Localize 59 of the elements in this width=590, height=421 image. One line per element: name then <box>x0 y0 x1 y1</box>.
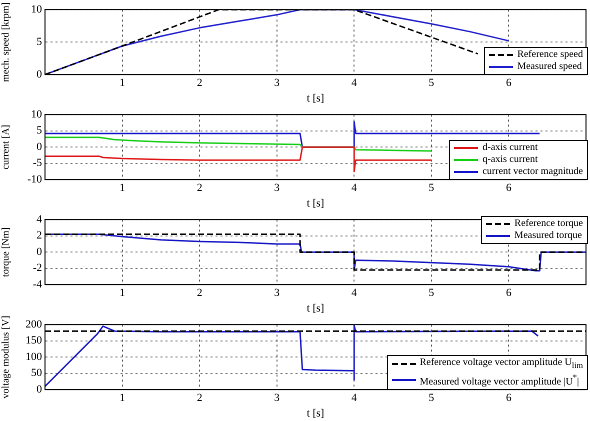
x-tick-label: 4 <box>351 392 358 404</box>
x-tick-label: 4 <box>351 77 358 90</box>
y-axis-title: mech. speed [krpm] <box>0 2 12 82</box>
y-tick-label: 200 <box>26 318 42 330</box>
x-tick-label: 6 <box>506 182 512 194</box>
legend-label: q-axis current <box>482 154 538 166</box>
x-tick-label: 2 <box>196 287 202 300</box>
legend-label: Reference torque <box>514 218 583 230</box>
x-axis-title: t [s] <box>306 302 324 314</box>
x-tick-label: 2 <box>196 182 202 194</box>
y-tick-label: 50 <box>31 367 42 380</box>
legend-label: Reference voltage vector amplitude U$_{lim}$ <box>420 356 583 372</box>
x-tick-label: 5 <box>428 77 435 90</box>
x-tick-label: 6 <box>506 392 512 404</box>
x-tick-label: 3 <box>274 392 280 404</box>
y-tick-label: -2 <box>32 262 42 274</box>
x-tick-label: 4 <box>351 287 358 300</box>
x-axis-title: t [s] <box>306 197 324 210</box>
y-tick-label: 0 <box>36 140 42 153</box>
y-tick-label: 100 <box>26 350 42 363</box>
y-tick-label: 0 <box>36 383 42 396</box>
x-tick-label: 5 <box>428 287 435 300</box>
legend-label: Reference speed <box>517 49 583 61</box>
y-tick-label: 0 <box>36 68 42 80</box>
x-tick-label: 4 <box>351 182 358 194</box>
x-tick-label: 3 <box>274 77 280 90</box>
y-tick-label: 5 <box>36 124 42 137</box>
x-axis-title: t [s] <box>306 407 324 420</box>
y-tick-label: -10 <box>27 173 42 186</box>
legend-label: current vector magnitude <box>482 166 583 178</box>
x-tick-label: 2 <box>196 392 202 404</box>
x-tick-label: 5 <box>428 392 435 404</box>
x-tick-label: 3 <box>274 287 280 300</box>
y-tick-label: 10 <box>31 3 42 16</box>
x-tick-label: 2 <box>196 77 202 90</box>
x-tick-label: 3 <box>274 182 280 194</box>
y-tick-label: -5 <box>32 157 42 170</box>
y-tick-label: 10 <box>31 108 42 120</box>
y-tick-label: 2 <box>36 230 42 242</box>
legend-label: Measured speed <box>517 61 582 73</box>
x-tick-label: 5 <box>428 182 435 194</box>
x-tick-label: 6 <box>506 77 512 90</box>
x-tick-label: 1 <box>120 182 126 194</box>
y-tick-label: 4 <box>36 213 42 226</box>
legend-label: d-axis current <box>482 142 538 154</box>
y-tick-label: 150 <box>26 334 42 347</box>
x-axis-title: t [s] <box>306 92 324 104</box>
x-tick-label: 6 <box>506 287 512 300</box>
y-axis-title: torque [Nm] <box>0 227 12 277</box>
x-tick-label: 1 <box>120 77 126 90</box>
x-tick-label: 1 <box>120 287 126 300</box>
y-axis-title: voltage modulus [V] <box>0 316 12 398</box>
y-tick-label: -4 <box>32 278 42 290</box>
y-tick-label: 5 <box>36 36 42 48</box>
x-tick-label: 1 <box>120 392 126 404</box>
y-axis-title: current [A] <box>0 124 12 170</box>
legend-label: Measured voltage vector amplitude |U$^{*}$| <box>420 372 579 388</box>
legend-label: Measured torque <box>514 230 582 242</box>
y-tick-label: 0 <box>36 246 42 258</box>
